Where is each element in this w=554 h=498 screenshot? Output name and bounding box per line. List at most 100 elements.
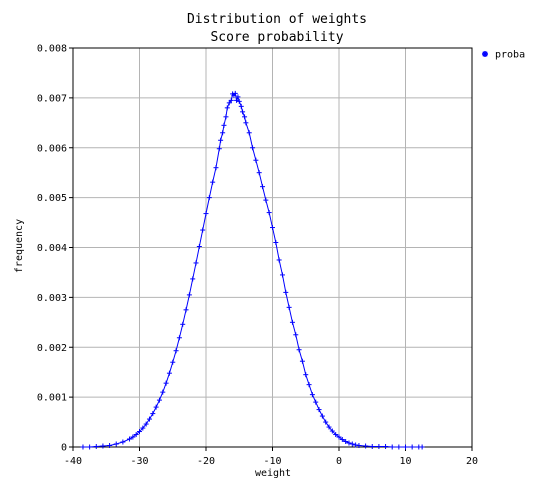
x-axis-label: weight	[255, 468, 291, 479]
grid-lines	[73, 48, 472, 447]
data-point	[266, 210, 272, 216]
data-point	[329, 428, 335, 434]
data-point	[242, 114, 248, 120]
data-point	[319, 413, 325, 419]
data-point	[203, 211, 209, 217]
y-tick-label: 0.004	[37, 243, 67, 254]
data-point	[356, 443, 362, 449]
legend: proba	[482, 50, 525, 61]
data-point	[326, 424, 332, 430]
data-point	[137, 429, 142, 435]
data-point	[160, 389, 166, 395]
data-point	[403, 444, 408, 450]
data-point	[286, 304, 292, 310]
data-point	[246, 130, 252, 136]
data-point	[93, 444, 99, 450]
data-point	[376, 444, 382, 450]
data-point	[183, 307, 189, 313]
data-point	[100, 443, 106, 449]
data-point	[173, 348, 179, 354]
data-point	[228, 97, 234, 103]
series-proba	[80, 90, 425, 450]
data-point	[220, 130, 226, 136]
data-point	[156, 397, 162, 403]
data-point	[303, 372, 309, 378]
x-tick-label: 0	[336, 456, 342, 467]
data-point	[221, 122, 227, 128]
data-point	[260, 184, 266, 190]
data-point	[213, 165, 219, 171]
x-tick-label: 10	[399, 456, 411, 467]
data-point	[80, 444, 86, 450]
y-tick-label: 0.007	[37, 93, 67, 104]
data-point	[236, 98, 242, 104]
data-point	[166, 370, 172, 376]
data-point	[143, 421, 149, 427]
data-point	[256, 170, 262, 176]
x-tick-label: -40	[64, 456, 82, 467]
y-tick-label: 0.002	[37, 343, 67, 354]
x-tick-label: -10	[263, 456, 281, 467]
data-point	[409, 444, 415, 450]
data-point	[196, 244, 202, 250]
data-point	[193, 260, 199, 266]
data-point	[313, 399, 319, 405]
x-tick-label: 20	[466, 456, 478, 467]
x-tick-label: -30	[130, 456, 148, 467]
data-point	[250, 145, 256, 151]
data-point	[289, 319, 295, 325]
data-point	[389, 444, 395, 450]
data-point	[299, 358, 305, 364]
data-point	[306, 382, 312, 388]
data-point	[279, 272, 285, 278]
data-point	[234, 97, 240, 103]
data-point	[309, 392, 315, 398]
data-point	[176, 335, 182, 341]
data-point	[107, 443, 113, 449]
data-point	[383, 444, 389, 450]
legend-marker	[482, 51, 488, 57]
data-point	[270, 225, 275, 231]
data-point	[146, 416, 152, 422]
chart-title: Distribution of weights	[187, 12, 367, 27]
y-tick-label: 0.003	[37, 293, 67, 304]
data-point	[349, 441, 355, 447]
data-point	[253, 157, 259, 163]
data-point	[223, 114, 229, 120]
data-point	[210, 179, 216, 185]
data-point	[323, 419, 329, 425]
data-point	[216, 146, 222, 152]
data-point	[369, 444, 375, 450]
data-point	[243, 120, 249, 126]
data-point	[190, 276, 196, 282]
x-tick-label: -20	[197, 456, 215, 467]
data-point	[263, 197, 269, 203]
data-point	[170, 359, 176, 365]
data-point	[150, 411, 156, 417]
data-point	[273, 240, 279, 246]
data-point	[218, 137, 224, 143]
data-point	[87, 444, 93, 450]
data-point	[419, 444, 425, 450]
y-axis-label: frequency	[14, 219, 25, 273]
y-tick-label: 0	[61, 443, 67, 454]
data-point	[343, 439, 349, 445]
data-point	[224, 105, 230, 111]
y-tick-label: 0.001	[37, 393, 67, 404]
data-point	[339, 437, 345, 443]
data-point	[130, 434, 136, 440]
data-point	[140, 425, 146, 431]
data-point	[120, 439, 126, 445]
data-point	[346, 440, 352, 446]
y-tick-label: 0.005	[37, 193, 67, 204]
data-point	[283, 289, 289, 295]
data-point	[153, 404, 159, 410]
data-point	[240, 109, 246, 115]
data-point	[186, 292, 192, 298]
data-point	[180, 321, 186, 327]
data-point	[200, 227, 206, 233]
data-point	[316, 407, 322, 413]
data-point	[363, 443, 369, 449]
data-point	[238, 103, 244, 109]
